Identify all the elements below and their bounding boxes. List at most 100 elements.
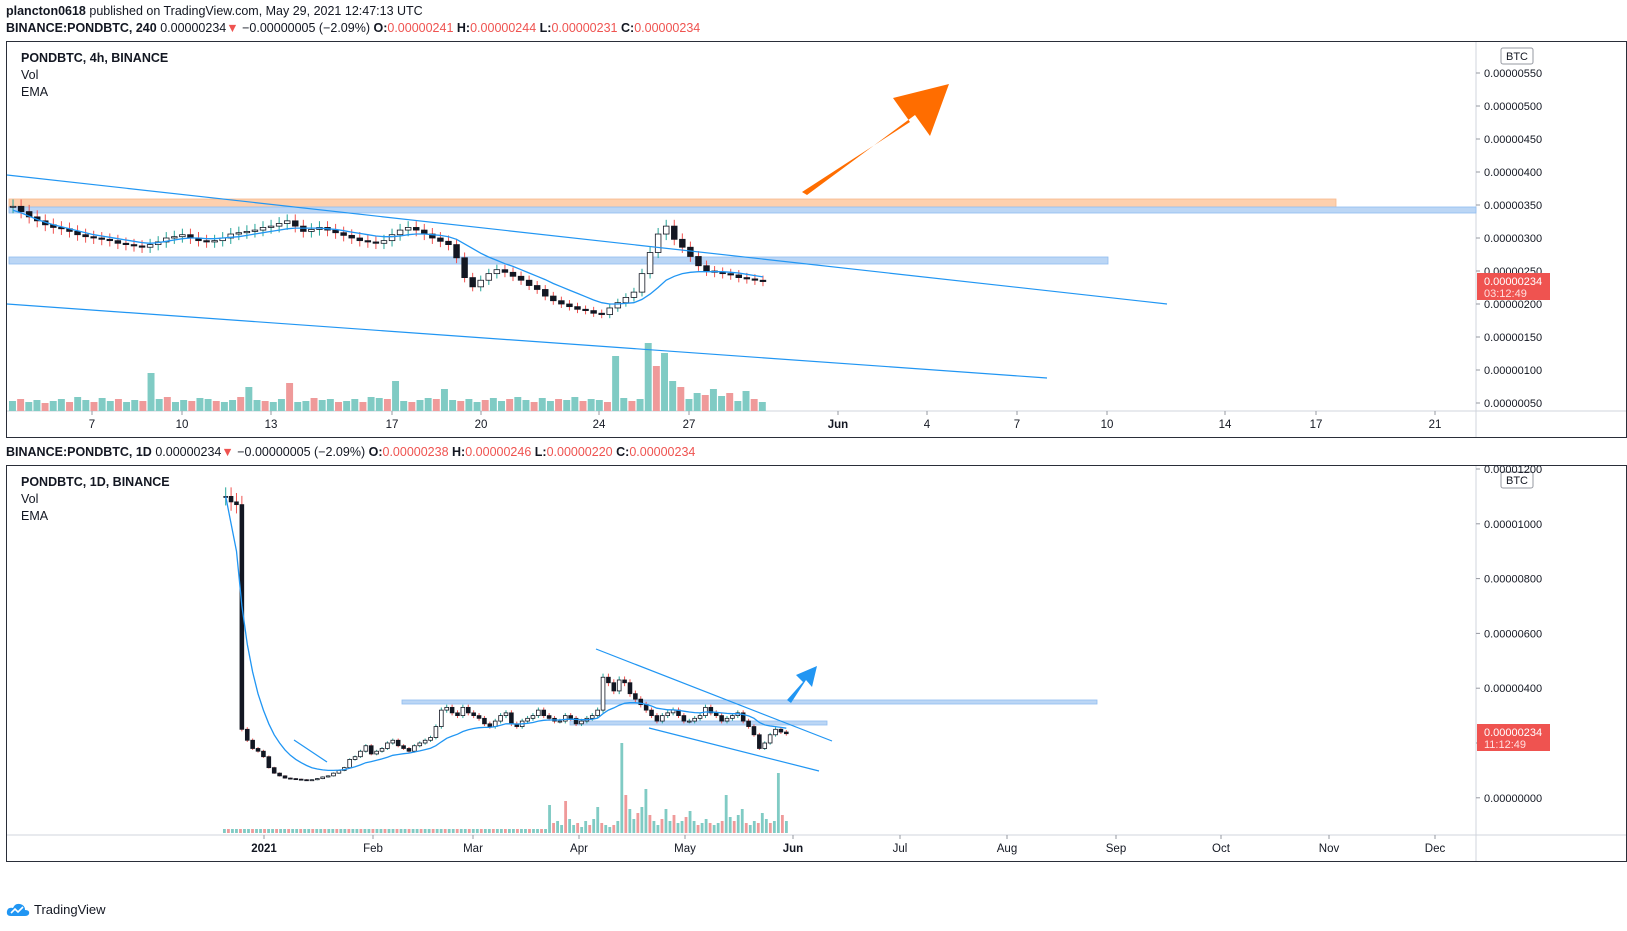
volume-bar [503, 829, 507, 833]
y-tick-label: 0.00000150 [1484, 332, 1542, 344]
volume-bar [188, 401, 196, 411]
volume-bar [530, 402, 538, 411]
y-tick-label: 0.00000300 [1484, 233, 1542, 245]
volume-bar [668, 821, 672, 833]
volume-bar [760, 813, 764, 833]
volume-bar [427, 829, 431, 833]
chart-panel-1d[interactable]: BTC 0.00001200 0.00001000 0.00000800 0.00000… [6, 465, 1627, 862]
x-tick-label: Jun [828, 419, 848, 431]
volume-bar [371, 829, 375, 833]
author-name[interactable]: plancton0618 [6, 4, 86, 18]
legend-vol[interactable]: Vol [21, 492, 39, 506]
volume-bar [315, 829, 319, 833]
volume-bar [196, 398, 204, 411]
volume-bar [603, 402, 611, 411]
countdown-label: 03:12:49 [1484, 288, 1527, 300]
x-tick-label: 2021 [251, 843, 277, 855]
volume-bar [740, 809, 744, 833]
legend-vol[interactable]: Vol [21, 68, 39, 82]
candle-body [482, 717, 487, 725]
volume-bar [564, 801, 568, 833]
last-price-label: 0.00000234 [1484, 727, 1542, 739]
volume-bar [712, 825, 716, 833]
volume-bar [579, 401, 587, 411]
chart-4h-canvas[interactable]: BTC 0.00000550 0.00000500 0.00000450 0.00000… [7, 42, 1626, 437]
x-tick-label: Aug [997, 843, 1017, 855]
volume-bar [772, 821, 776, 833]
volume-bar [247, 829, 250, 833]
volume-bar [685, 399, 693, 411]
candle-body [558, 300, 565, 305]
candle-body [708, 706, 714, 714]
down-triangle-icon: ▼ [226, 21, 239, 35]
volume-bar [319, 829, 323, 833]
y-tick-label: 0.00000350 [1484, 200, 1542, 212]
chart-panel-4h[interactable]: BTC 0.00000550 0.00000500 0.00000450 0.00000… [6, 41, 1627, 438]
volume-bar [286, 383, 294, 411]
trend-line [595, 648, 833, 742]
volume-bar [479, 829, 483, 833]
last-price-tag [1477, 724, 1550, 751]
candle-body [638, 273, 646, 293]
volume-bar [359, 829, 363, 833]
candle-body [757, 734, 762, 749]
x-tick-label: Jul [893, 843, 908, 855]
candle-body [300, 225, 307, 232]
candle-body [388, 234, 396, 242]
volume-bar [652, 366, 660, 411]
zone-blue [8, 256, 1109, 265]
volume-bar [255, 829, 258, 833]
volume-bar [780, 815, 784, 833]
volume-bar [628, 809, 632, 833]
candle-body [347, 759, 352, 769]
candle-body [762, 742, 768, 749]
y-tick-label: 0.00000100 [1484, 365, 1542, 377]
candle-body [453, 244, 460, 259]
legend-ema[interactable]: EMA [21, 509, 49, 523]
countdown-label: 11:12:49 [1484, 739, 1526, 751]
publish-date: published on TradingView.com, May 29, 20… [89, 4, 423, 18]
candle-body [146, 244, 154, 248]
volume-bar [499, 829, 503, 833]
volume-bar [563, 400, 571, 411]
y-tick-label: 0.00001200 [1484, 466, 1542, 476]
volume-bar [680, 821, 684, 833]
volume-bar [204, 399, 212, 411]
candle-body [730, 715, 735, 719]
volume-bar [323, 829, 327, 833]
volume-bar [487, 829, 491, 833]
volume-bar [514, 397, 522, 411]
volume-bar [335, 829, 339, 833]
candle-body [320, 776, 326, 780]
volume-bar [310, 398, 318, 411]
volume-bar [227, 829, 230, 833]
legend-title[interactable]: PONDBTC, 4h, BINANCE [21, 51, 169, 65]
legend-ema[interactable]: EMA [21, 85, 49, 99]
volume-bar [139, 401, 147, 411]
y-tick-label: 0.00000500 [1484, 101, 1542, 113]
volume-bar [612, 825, 616, 833]
volume-bar [443, 829, 447, 833]
candle-body [533, 285, 541, 290]
legend-title[interactable]: PONDBTC, 1D, BINANCE [21, 475, 170, 489]
down-triangle-icon: ▼ [221, 445, 234, 459]
volume-bar [411, 829, 415, 833]
candle-body [234, 501, 239, 506]
volume-bar [512, 829, 515, 833]
volume-bar [253, 400, 261, 411]
volume-bar [693, 393, 701, 411]
candle-body [697, 715, 703, 719]
tradingview-brand[interactable]: TradingView [6, 902, 106, 917]
candle-body [235, 232, 243, 235]
candle-body [469, 277, 476, 288]
candle-body [778, 728, 784, 733]
volume-bar [744, 823, 748, 833]
candle-body [773, 728, 778, 736]
volume-bar [750, 399, 758, 411]
candle-body [401, 745, 406, 749]
candle-body [550, 295, 557, 302]
volume-bar [616, 821, 620, 833]
candle-body [395, 739, 401, 747]
volume-bar [423, 829, 427, 833]
